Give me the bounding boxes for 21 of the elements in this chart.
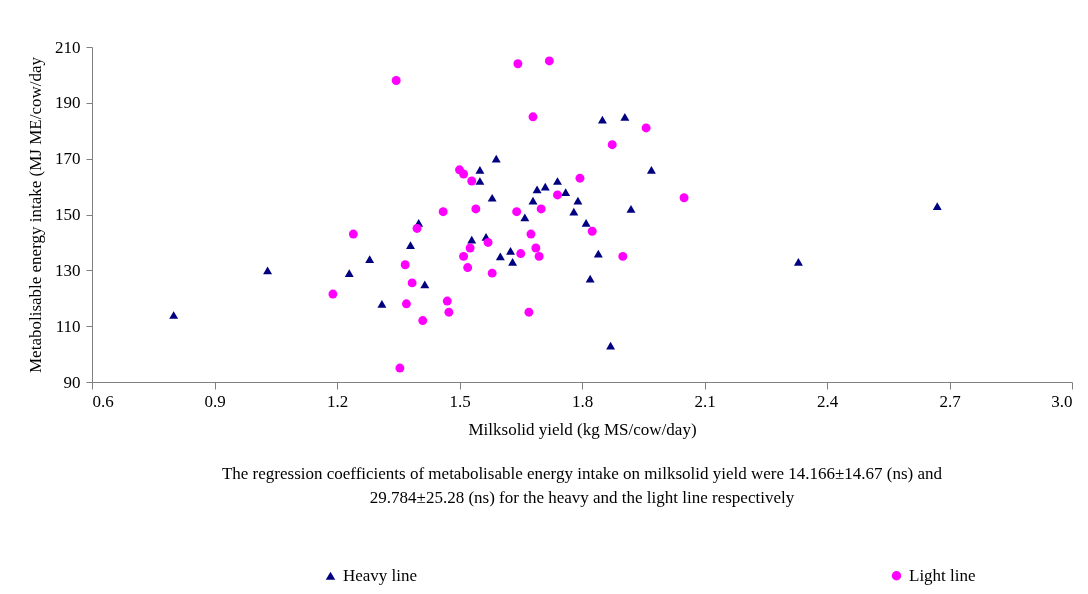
legend-label: Heavy line	[343, 565, 418, 585]
x-axis-title: Milksolid yield (kg MS/cow/day)	[468, 419, 697, 439]
x-tick-label: 0.9	[204, 391, 226, 411]
y-tick-label: 190	[55, 93, 81, 113]
x-tick-label: 1.8	[571, 391, 594, 411]
y-tick-label: 210	[55, 37, 81, 57]
y-tick-label: 110	[55, 316, 81, 336]
text: The regression coefficients of metabolisable energy intake on milksolid yield were 14.166±14.67 (ns) and 29.784±25.28 (ns) for the heavy and the light line respectively	[220, 463, 944, 509]
x-tick-label: 3.0	[1051, 391, 1073, 411]
x-tick-label: 2.7	[939, 391, 962, 411]
x-tick-label: 2.4	[816, 391, 839, 411]
y-tick-label: 150	[55, 205, 81, 224]
x-tick-label: 2.1	[694, 391, 716, 411]
legend-label: Light line	[909, 565, 976, 585]
y-axis-title: Metabolisable energy intake (MJ ME/cow/day	[26, 56, 45, 373]
y-tick-label: 130	[55, 260, 81, 280]
x-tick-label: 0.6	[92, 391, 114, 411]
x-tick-label: 1.2	[326, 391, 349, 411]
y-tick-label: 170	[55, 149, 81, 169]
x-tick-label: 1.5	[449, 391, 471, 411]
y-tick-label: 90	[63, 372, 81, 392]
